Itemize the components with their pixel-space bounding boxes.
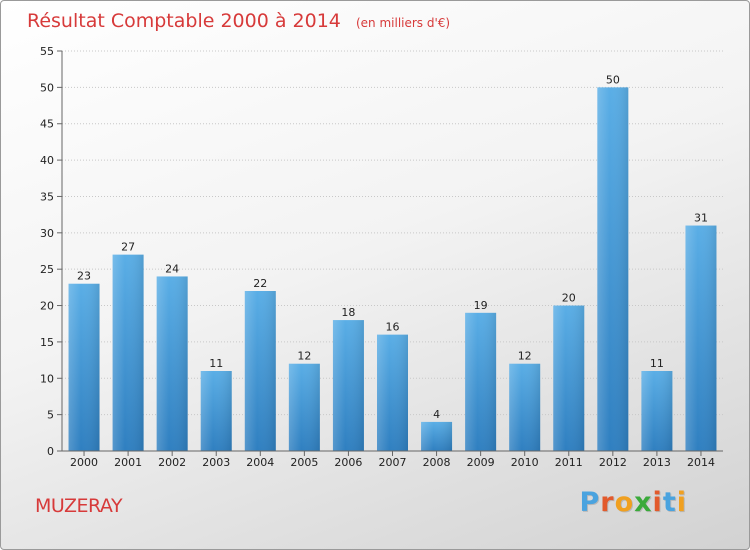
x-tick-label-2011: 2011 bbox=[555, 456, 583, 469]
brand-letter: o bbox=[614, 487, 635, 518]
value-label-2013: 11 bbox=[650, 357, 664, 370]
y-tick-label-30: 30 bbox=[40, 227, 54, 240]
x-tick-label-2014: 2014 bbox=[687, 456, 715, 469]
y-tick-label-20: 20 bbox=[40, 300, 54, 313]
bar-shade-2000 bbox=[68, 283, 100, 451]
value-label-2006: 18 bbox=[341, 306, 355, 319]
y-tick-label-5: 5 bbox=[47, 409, 54, 422]
bar-shade-2004 bbox=[244, 291, 276, 451]
x-tick-label-2010: 2010 bbox=[511, 456, 539, 469]
y-tick-label-45: 45 bbox=[40, 118, 54, 131]
value-label-2005: 12 bbox=[297, 350, 311, 363]
value-label-2010: 12 bbox=[518, 350, 532, 363]
bars bbox=[68, 87, 717, 451]
value-label-2000: 23 bbox=[77, 270, 91, 283]
y-tick-label-35: 35 bbox=[40, 190, 54, 203]
brand-letter: x bbox=[634, 487, 653, 518]
bar-shade-2006 bbox=[332, 320, 364, 451]
brand-letter: t bbox=[662, 487, 677, 518]
proxiti-logo: Proxiti bbox=[579, 487, 687, 518]
y-tick-label-50: 50 bbox=[40, 81, 54, 94]
y-tick-label-15: 15 bbox=[40, 336, 54, 349]
bar-shade-2010 bbox=[509, 363, 541, 451]
y-tick-label-10: 10 bbox=[40, 372, 54, 385]
brand-letter: i bbox=[676, 487, 687, 518]
axes bbox=[57, 50, 723, 456]
y-tick-label-40: 40 bbox=[40, 154, 54, 167]
chart-title-main: Résultat Comptable 2000 à 2014 bbox=[27, 10, 341, 32]
bar-shade-2002 bbox=[156, 276, 188, 451]
x-tick-label-2006: 2006 bbox=[334, 456, 362, 469]
value-label-2008: 4 bbox=[433, 408, 440, 421]
value-label-2001: 27 bbox=[121, 241, 135, 254]
y-tick-label-55: 55 bbox=[40, 45, 54, 58]
bar-shade-2001 bbox=[112, 254, 144, 451]
value-label-2014: 31 bbox=[694, 212, 708, 225]
chart-title-unit: (en milliers d'€) bbox=[356, 16, 450, 30]
y-tick-label-25: 25 bbox=[40, 263, 54, 276]
x-tick-label-2002: 2002 bbox=[158, 456, 186, 469]
x-tick-label-2000: 2000 bbox=[70, 456, 98, 469]
x-tick-label-2005: 2005 bbox=[290, 456, 318, 469]
x-tick-label-2012: 2012 bbox=[599, 456, 627, 469]
value-label-2007: 16 bbox=[386, 321, 400, 334]
brand-letter: P bbox=[579, 487, 601, 518]
bar-shade-2007 bbox=[377, 334, 408, 451]
value-label-2009: 19 bbox=[474, 299, 488, 312]
value-label-2004: 22 bbox=[253, 277, 267, 290]
x-tick-label-2007: 2007 bbox=[379, 456, 407, 469]
x-tick-label-2001: 2001 bbox=[114, 456, 142, 469]
brand-letter: i bbox=[652, 487, 663, 518]
bar-shade-2009 bbox=[465, 312, 497, 451]
x-tick-label-2009: 2009 bbox=[467, 456, 495, 469]
bar-shade-2003 bbox=[200, 371, 232, 451]
value-label-2003: 11 bbox=[209, 357, 223, 370]
value-label-2011: 20 bbox=[562, 292, 576, 305]
bar-shade-2013 bbox=[641, 371, 673, 451]
bar-shade-2005 bbox=[288, 363, 320, 451]
brand-letter: r bbox=[600, 487, 615, 518]
bar-shade-2014 bbox=[685, 225, 717, 451]
bar-shade-2008 bbox=[421, 421, 453, 451]
value-label-2012: 50 bbox=[606, 73, 620, 86]
city-name: MUZERAY bbox=[35, 495, 123, 517]
x-tick-label-2003: 2003 bbox=[202, 456, 230, 469]
value-label-2002: 24 bbox=[165, 262, 179, 275]
x-tick-label-2004: 2004 bbox=[246, 456, 274, 469]
labels: 0 5 10 15 20 25 30 35 40 45 50 55 23 2000 27 2001 24 2002… bbox=[40, 45, 715, 469]
bar-shade-2011 bbox=[553, 305, 585, 451]
y-tick-label-0: 0 bbox=[47, 445, 54, 458]
chart-title: Résultat Comptable 2000 à 2014 (en milli… bbox=[27, 10, 450, 32]
bar-shade-2012 bbox=[597, 87, 629, 451]
x-tick-label-2008: 2008 bbox=[423, 456, 451, 469]
x-tick-label-2013: 2013 bbox=[643, 456, 671, 469]
